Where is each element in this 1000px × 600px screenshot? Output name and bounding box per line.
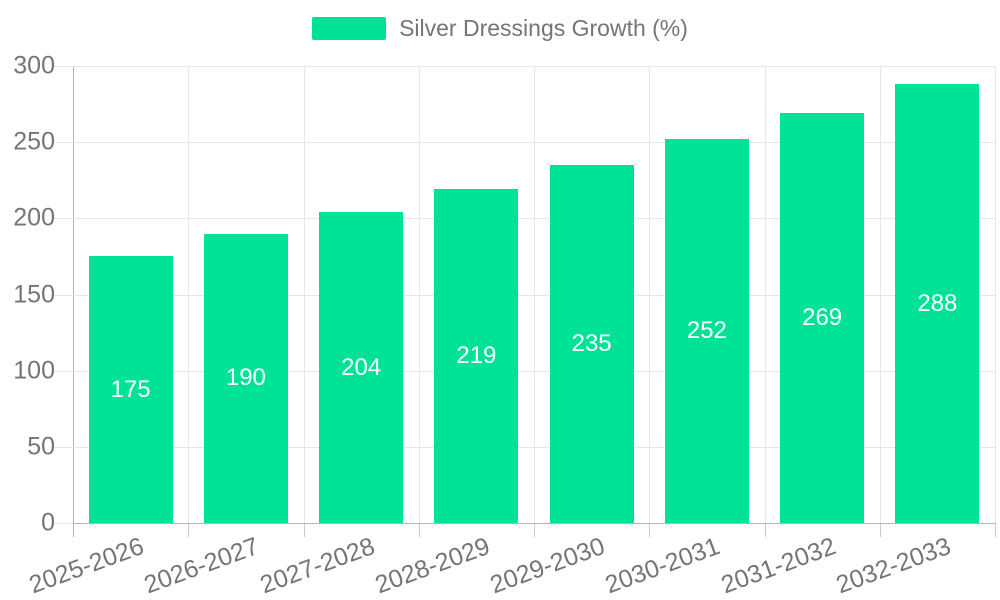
bar-value-label: 190 [225,364,266,392]
y-axis-tick [53,218,73,220]
gridline-vertical [995,66,996,523]
gridline-vertical [303,66,305,523]
x-axis-tick [995,524,996,537]
bar[interactable]: 175 [88,256,173,523]
x-axis-label: 2025-2026 [25,532,148,600]
y-axis-tick [53,142,73,144]
legend-marker-swatch [312,17,387,40]
x-axis-tick [188,524,190,537]
bar-value-label: 204 [341,353,382,381]
x-axis-label: 2028-2029 [371,532,494,600]
bar[interactable]: 235 [549,165,634,523]
gridline-vertical [649,66,651,523]
y-axis-tick [53,446,73,448]
x-axis-label: 2030-2031 [601,532,724,600]
gridline-vertical [879,66,881,523]
gridline-vertical [534,66,535,523]
y-axis-tick [53,294,73,296]
bar[interactable]: 252 [664,139,749,523]
legend-item[interactable]: Silver Dressings Growth (%) [312,17,688,40]
y-axis-tick [53,370,73,372]
bar-value-label: 219 [456,342,497,370]
plot-area: 175 190 204 219 235 252 269 288 [73,66,996,523]
x-axis-label: 2032-2033 [832,532,955,600]
bar[interactable]: 269 [780,113,865,523]
bar[interactable]: 288 [895,84,980,523]
x-axis-label: 2031-2032 [717,532,840,600]
bar-value-label: 252 [686,317,727,345]
x-axis-label: 2027-2028 [256,532,379,600]
y-axis-label: 300 [13,51,55,80]
bar-value-label: 288 [917,289,958,317]
y-axis-label: 100 [13,356,55,385]
legend: Silver Dressings Growth (%) [0,17,1000,40]
y-axis-tick [53,523,73,524]
bar[interactable]: 204 [319,212,404,523]
x-axis-tick [649,524,651,537]
x-axis-tick [418,524,420,537]
gridline-vertical [188,66,190,523]
bar-value-label: 235 [571,330,612,358]
y-axis-tick [53,66,73,67]
y-axis-label: 250 [13,127,55,156]
bar-value-label: 175 [110,375,151,403]
x-axis-label: 2026-2027 [140,532,263,600]
x-axis-tick [73,524,74,537]
x-axis-tick [764,524,766,537]
y-axis-label: 200 [13,203,55,232]
gridline-vertical [418,66,420,523]
legend-series-label: Silver Dressings Growth (%) [399,15,688,41]
y-axis-label: 0 [41,508,55,537]
bar-value-label: 269 [802,304,843,332]
x-axis-tick [534,524,535,537]
x-axis-tick [303,524,305,537]
x-axis-tick [879,524,881,537]
y-axis-line [73,66,74,537]
y-axis-label: 50 [27,432,55,461]
x-axis-label: 2029-2030 [486,532,609,600]
x-axis-line [73,523,996,524]
bar[interactable]: 190 [203,233,288,523]
gridline-vertical [764,66,766,523]
bar[interactable]: 219 [434,189,519,523]
y-axis-label: 150 [13,280,55,308]
